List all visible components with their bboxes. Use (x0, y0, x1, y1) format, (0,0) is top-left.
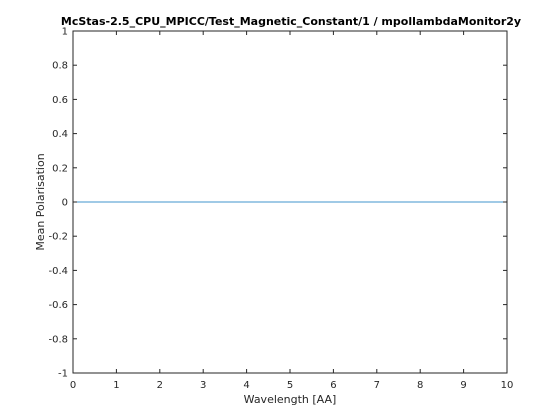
chart-title: McStas-2.5_CPU_MPICC/Test_Magnetic_Const… (61, 15, 521, 28)
y-tick-label: 0.2 (52, 163, 68, 174)
x-tick-label: 4 (243, 380, 249, 391)
y-tick-label: -1 (58, 369, 68, 380)
x-axis-label: Wavelength [AA] (244, 393, 337, 406)
x-tick-label: 3 (200, 380, 206, 391)
y-tick-label: -0.6 (48, 300, 68, 311)
ticks-layer: 0 1 2 3 4 5 6 7 8 9 10 -1 -0.8 -0.6 -0.4 -0.2 0 0.2 0.4 0.6… (48, 27, 513, 392)
x-tick-label: 9 (460, 380, 466, 391)
x-tick-label: 8 (417, 380, 423, 391)
y-tick-label: 0.4 (52, 129, 68, 140)
x-tick-label: 0 (70, 380, 76, 391)
x-tick-label: 5 (287, 380, 293, 391)
axes-box (72, 30, 508, 374)
y-tick-label: 1 (62, 27, 68, 38)
y-axis-label: Mean Polarisation (34, 153, 47, 250)
x-tick-label: 6 (330, 380, 336, 391)
y-tick-label: 0.8 (52, 61, 68, 72)
y-tick-label: -0.8 (48, 334, 68, 345)
x-tick-label: 1 (113, 380, 119, 391)
y-tick-label: -0.4 (48, 266, 68, 277)
x-tick-label: 2 (157, 380, 163, 391)
y-tick-label: 0 (62, 198, 68, 209)
y-tick-label: 0.6 (52, 95, 68, 106)
x-tick-label: 10 (501, 380, 514, 391)
x-tick-label: 7 (374, 380, 380, 391)
y-tick-label: -0.2 (48, 232, 68, 243)
